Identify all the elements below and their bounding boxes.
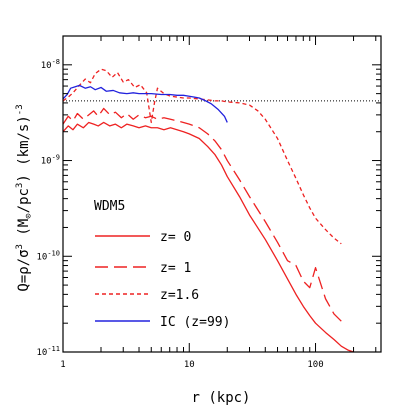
y-tick-label: 10-11 (37, 345, 61, 358)
y-tick-label: 10-9 (41, 154, 60, 167)
series-line-3 (62, 84, 228, 123)
legend-label-z16: z=1.6 (160, 288, 199, 303)
series-line-2 (62, 68, 342, 245)
panel-label: WDM5 (94, 199, 125, 214)
legend-label-z1: z= 1 (160, 261, 191, 276)
series-line-0 (62, 121, 354, 353)
x-axis-title: r (kpc) (191, 390, 250, 406)
y-tick-label: 10-10 (37, 249, 61, 262)
tick-layer (62, 35, 381, 353)
plot-frame (62, 35, 382, 353)
legend-label-ic: IC (z=99) (160, 315, 230, 330)
series-line-1 (62, 107, 342, 322)
x-tick-label: 100 (307, 360, 323, 370)
tick-label-layer: 1 10 100 10-11 10-10 10-9 10-8 (37, 58, 324, 370)
series-layer (62, 68, 354, 353)
legend: z= 0 z= 1 z=1.6 IC (z=99) (95, 230, 230, 330)
legend-label-z0: z= 0 (160, 230, 191, 245)
y-axis-title: Q=ρ/σ3 (M⊙/pc3) (km/s)-3 (15, 104, 34, 291)
y-tick-label: 10-8 (41, 58, 60, 71)
x-tick-label: 1 (60, 360, 65, 370)
x-tick-label: 10 (184, 360, 195, 370)
